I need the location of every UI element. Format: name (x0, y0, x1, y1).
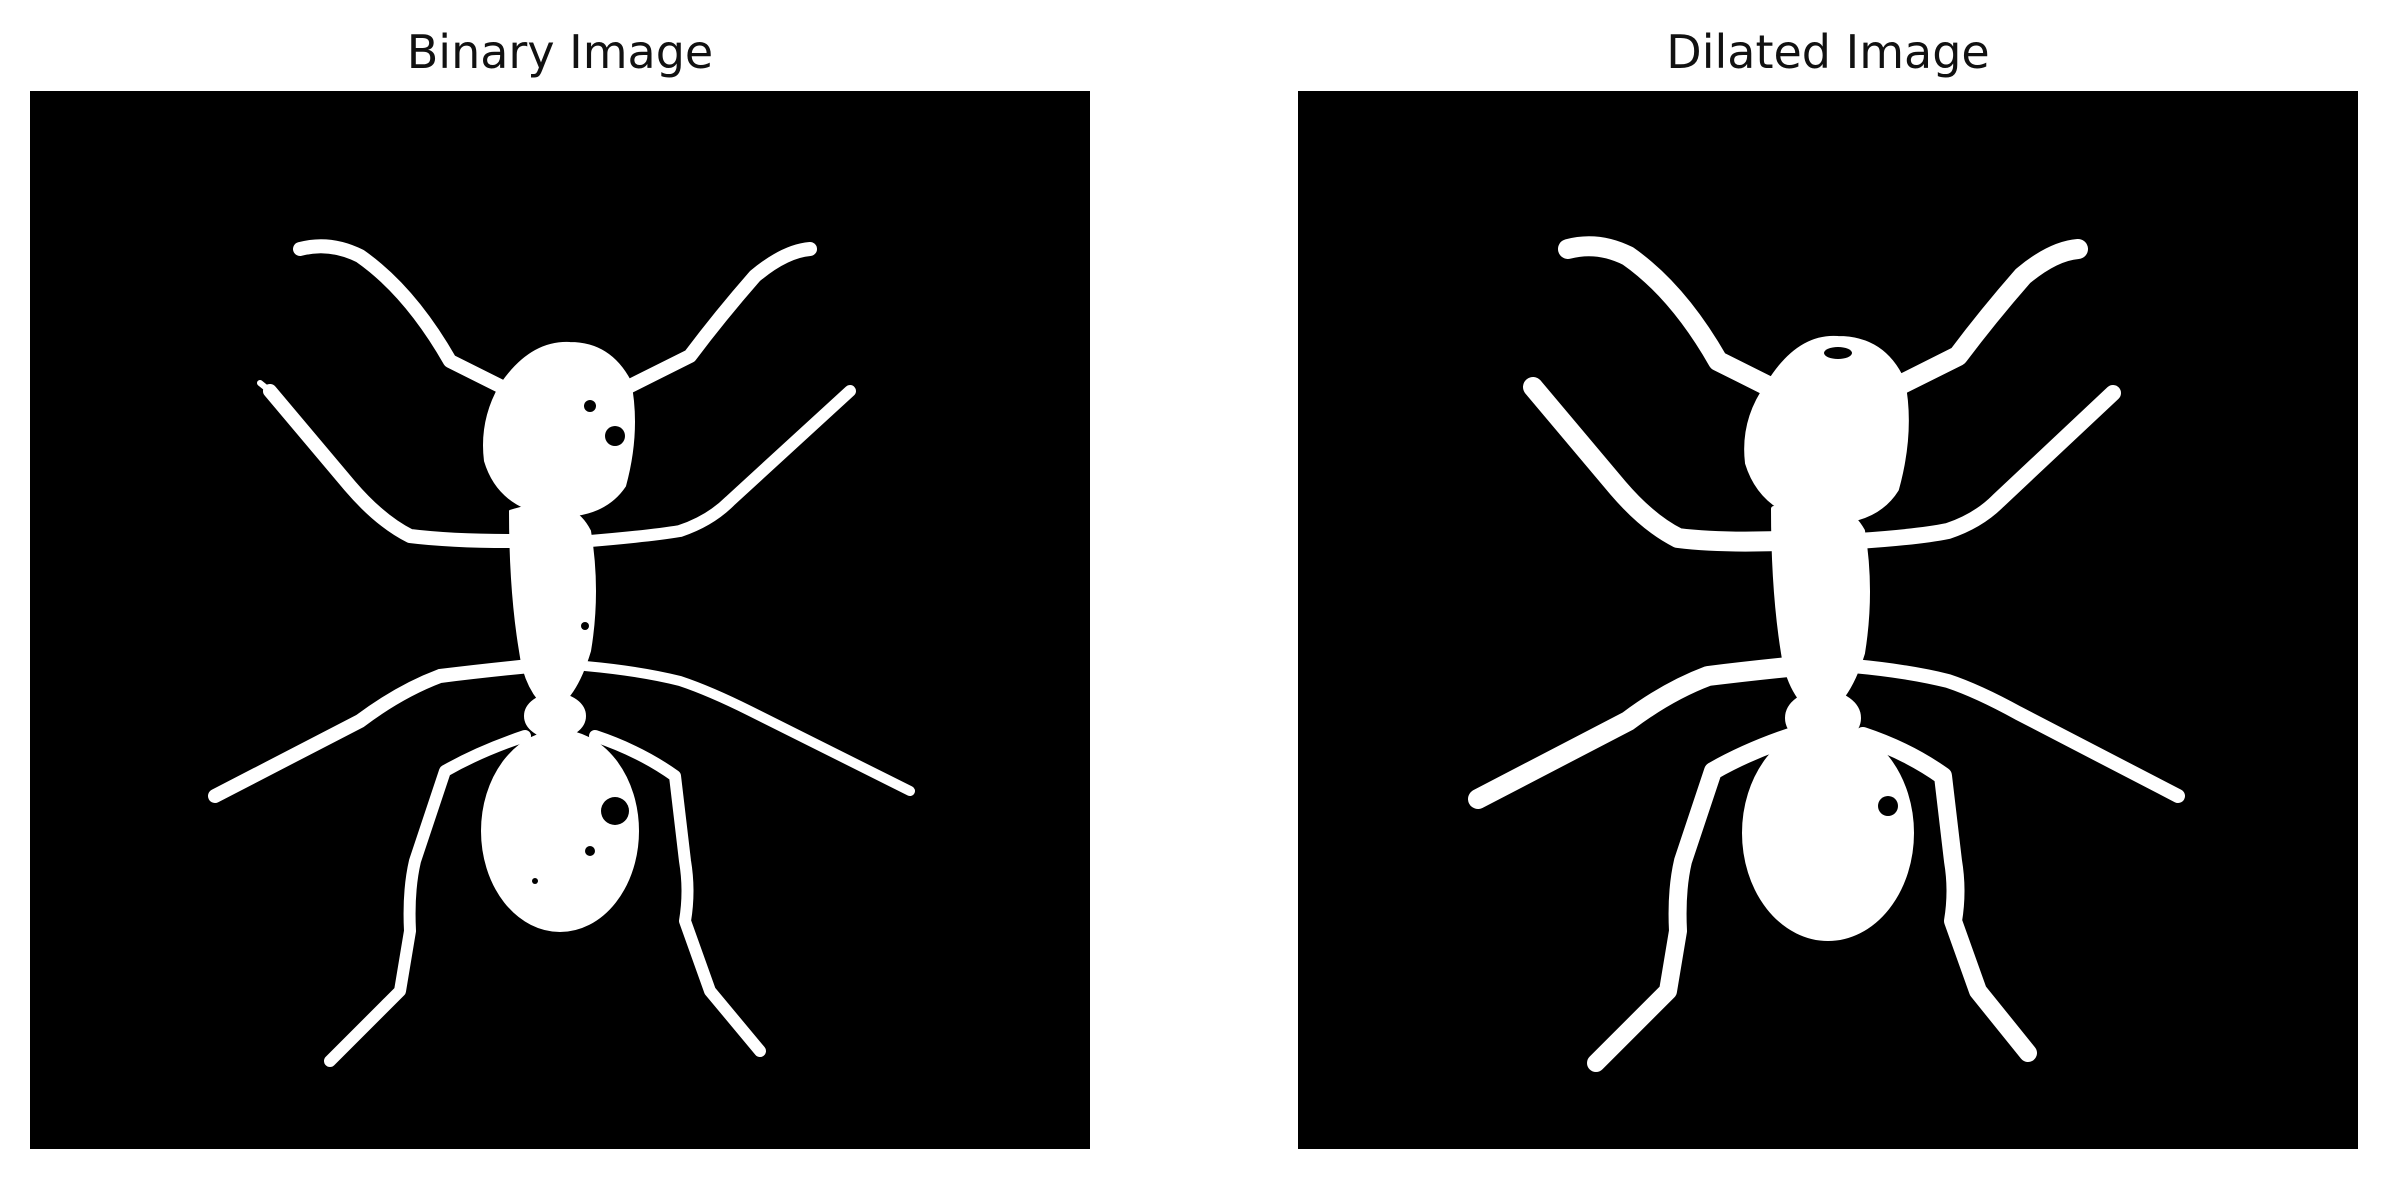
dilated-image (1298, 91, 2358, 1149)
dilated-image-panel: Dilated Image (1298, 0, 2358, 1179)
binary-image-title: Binary Image (406, 25, 714, 79)
binary-image-panel: Binary Image (30, 0, 1090, 1179)
binary-image (30, 91, 1090, 1149)
ant-dilated-icon (1298, 91, 2358, 1149)
dilated-image-title: Dilated Image (1666, 25, 1990, 79)
ant-binary-icon (30, 91, 1090, 1149)
